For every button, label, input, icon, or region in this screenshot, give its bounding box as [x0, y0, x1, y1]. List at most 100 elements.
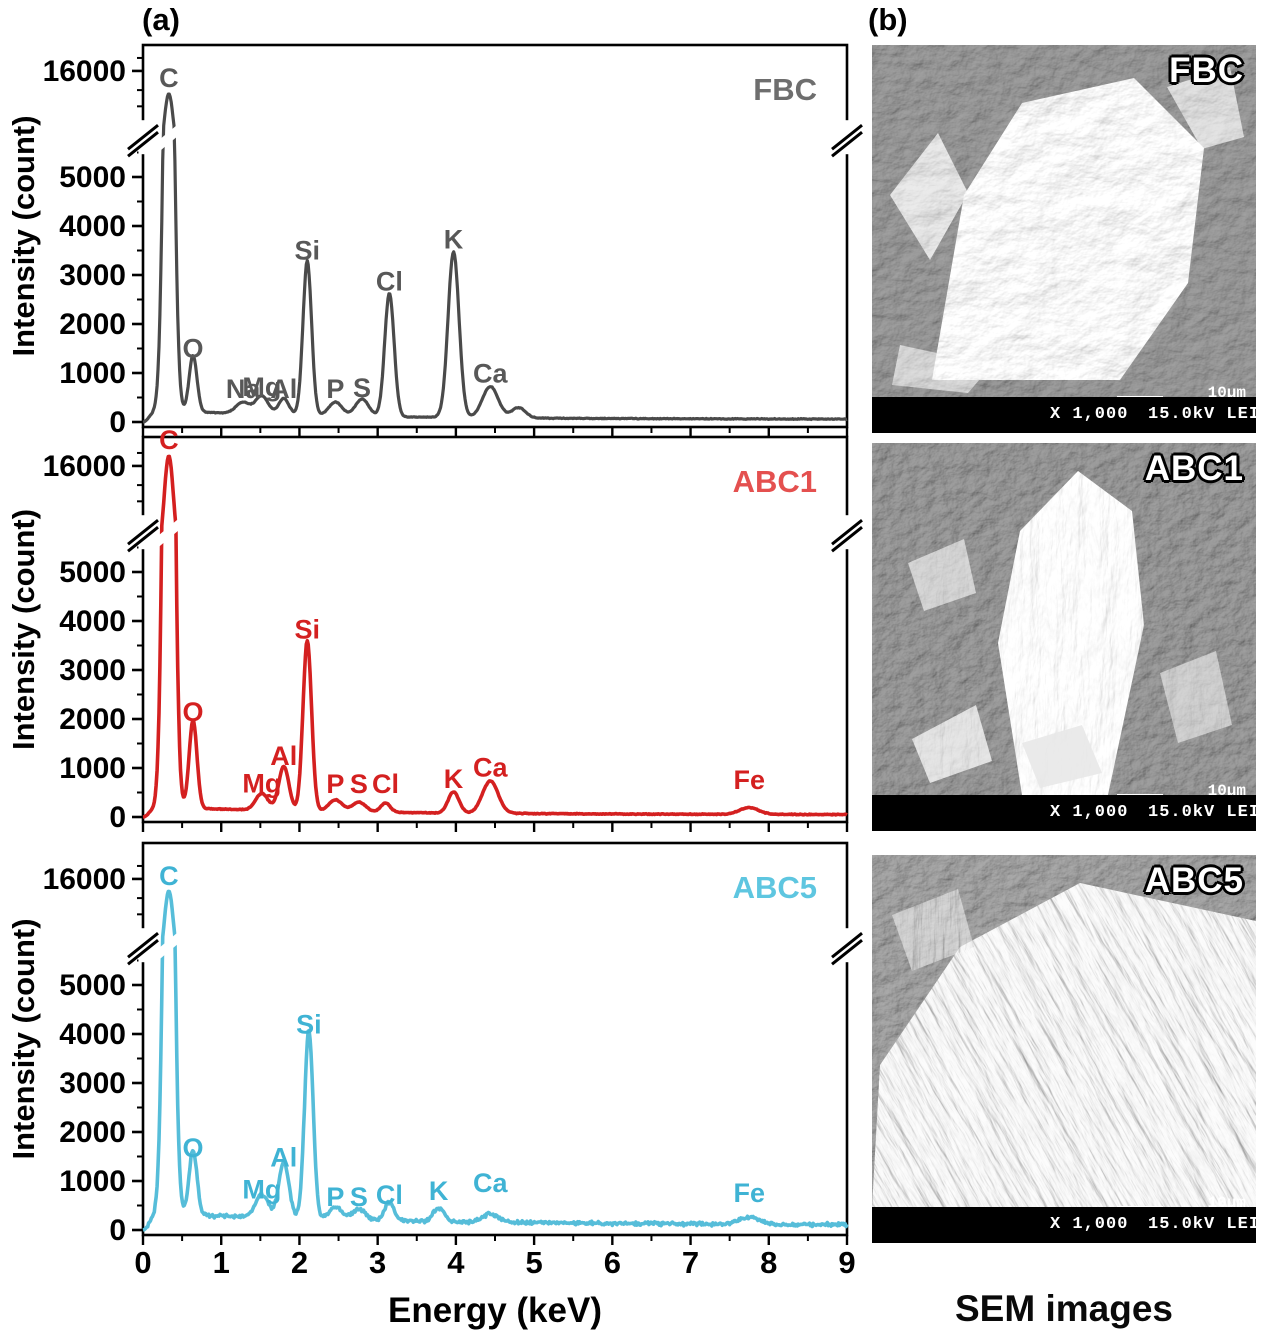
- y-tick-label: 16000: [43, 450, 126, 483]
- y-tick-label: 4000: [59, 605, 126, 638]
- x-tick-label: 2: [291, 1245, 308, 1280]
- x-axis-title: Energy (keV): [388, 1291, 602, 1330]
- sem-voltage: 15.0kV LEI: [1148, 803, 1261, 822]
- y-tick-label: 0: [109, 406, 126, 439]
- y-tick-label: 2000: [59, 308, 126, 341]
- sem-info-bar: X 1,000 15.0kV LEI: [872, 795, 1259, 831]
- y-axis-title: Intensity (count): [6, 918, 41, 1159]
- y-tick-label: 2000: [59, 703, 126, 736]
- sem-fragment: [892, 889, 974, 971]
- series-title-abc5: ABC5: [733, 870, 817, 905]
- peak-label-ca-abc5: Ca: [473, 1168, 508, 1198]
- axis-break-gap: [150, 516, 187, 549]
- peak-label-na-fbc: Na: [226, 374, 261, 404]
- y-tick-label: 4000: [59, 210, 126, 243]
- sem-micrograph-fbc: [872, 45, 1256, 397]
- sem-micrograph-abc5: [872, 855, 1256, 1207]
- axis-break-gap: [150, 121, 187, 154]
- sem-voltage: 15.0kV LEI: [1148, 1215, 1261, 1234]
- panel-a-label: (a): [142, 2, 180, 37]
- sem-image-abc1: ABC1 10μm X 1,000 15.0kV LEI: [872, 443, 1259, 831]
- spectrum-line-abc1: [142, 454, 848, 819]
- sem-label-fbc: FBC: [1169, 51, 1244, 90]
- y-tick-label: 3000: [59, 259, 126, 292]
- peak-label-o-fbc: O: [183, 334, 204, 364]
- sem-info-bar: X 1,000 15.0kV LEI: [872, 1207, 1259, 1243]
- peak-label-al-fbc: Al: [270, 374, 297, 404]
- peak-label-p-fbc: P: [326, 374, 344, 404]
- sem-voltage: 15.0kV LEI: [1148, 405, 1261, 424]
- peak-label-k-abc5: K: [429, 1176, 449, 1206]
- y-tick-label: 1000: [59, 1165, 126, 1198]
- peak-label-mg-fbc: Mg: [242, 372, 281, 402]
- y-tick-label: 3000: [59, 1067, 126, 1100]
- sem-magnification: X 1,000: [1050, 405, 1129, 424]
- sem-bright-flake: [1022, 725, 1102, 788]
- x-tick-label: 9: [838, 1245, 855, 1280]
- y-tick-label: 16000: [43, 55, 126, 88]
- series-title-fbc: FBC: [753, 72, 817, 107]
- peak-label-cl-fbc: Cl: [376, 267, 403, 297]
- peak-label-p-abc1: P: [326, 769, 344, 799]
- x-tick-label: 7: [682, 1245, 699, 1280]
- peak-label-fe-abc1: Fe: [733, 765, 765, 795]
- peak-label-p-abc5: P: [326, 1182, 344, 1212]
- peak-label-o-abc1: O: [183, 697, 204, 727]
- sem-fragment: [892, 345, 992, 393]
- sem-column-title: SEM images: [955, 1288, 1173, 1329]
- sem-magnification: X 1,000: [1050, 1215, 1129, 1234]
- sem-fragment: [908, 539, 976, 611]
- sem-image-abc5: ABC5 10μm X 1,000 15.0kV LEI: [872, 855, 1259, 1243]
- peak-label-si-fbc: Si: [295, 236, 321, 266]
- peak-label-ca-fbc: Ca: [473, 359, 508, 389]
- x-tick-label: 3: [369, 1245, 386, 1280]
- y-tick-label: 5000: [59, 969, 126, 1002]
- y-tick-label: 5000: [59, 556, 126, 589]
- sem-image-fbc: FBC 10μm X 1,000 15.0kV LEI: [872, 45, 1259, 433]
- sem-particle: [872, 883, 1256, 1207]
- sem-particle: [932, 78, 1204, 380]
- y-axis-title: Intensity (count): [6, 115, 41, 356]
- peak-label-ca-abc1: Ca: [473, 753, 508, 783]
- y-tick-label: 5000: [59, 161, 126, 194]
- peak-label-s-abc5: S: [350, 1182, 368, 1212]
- series-title-abc1: ABC1: [733, 464, 817, 499]
- peak-label-c-abc5: C: [159, 861, 179, 891]
- y-tick-label: 3000: [59, 654, 126, 687]
- peak-label-si-abc1: Si: [295, 614, 321, 644]
- y-tick-label: 0: [109, 1214, 126, 1247]
- x-tick-label: 0: [134, 1245, 151, 1280]
- y-tick-label: 4000: [59, 1018, 126, 1051]
- sem-micrograph-abc1: [872, 443, 1256, 795]
- panel-b-label: (b): [868, 2, 908, 37]
- x-tick-label: 5: [525, 1245, 542, 1280]
- sem-magnification: X 1,000: [1050, 803, 1129, 822]
- y-tick-label: 16000: [43, 863, 126, 896]
- peak-label-mg-abc5: Mg: [242, 1174, 281, 1204]
- peak-label-c-abc1: C: [159, 425, 179, 455]
- peak-label-fe-abc5: Fe: [733, 1178, 765, 1208]
- x-axis: 0 1 2 3 4 5 6 7 8 9 Energy (keV): [134, 1245, 855, 1330]
- y-tick-label: 1000: [59, 357, 126, 390]
- peak-label-k-fbc: K: [444, 224, 464, 254]
- sem-fragment: [1160, 651, 1232, 743]
- spectrum-line-abc5: [142, 889, 849, 1232]
- y-tick-label: 1000: [59, 752, 126, 785]
- sem-fragment: [912, 705, 992, 783]
- peak-label-al-abc5: Al: [270, 1143, 297, 1173]
- y-tick-label: 0: [109, 801, 126, 834]
- peak-label-s-abc1: S: [350, 769, 368, 799]
- spectrum-line-fbc: [142, 92, 848, 424]
- peak-label-al-abc1: Al: [270, 741, 297, 771]
- peak-label-mg-abc1: Mg: [242, 768, 281, 798]
- sem-fragment: [890, 133, 968, 260]
- peak-label-si-abc5: Si: [296, 1009, 322, 1039]
- sem-label-abc5: ABC5: [1144, 861, 1244, 900]
- peak-label-cl-abc5: Cl: [376, 1180, 403, 1210]
- sem-label-abc1: ABC1: [1144, 449, 1244, 488]
